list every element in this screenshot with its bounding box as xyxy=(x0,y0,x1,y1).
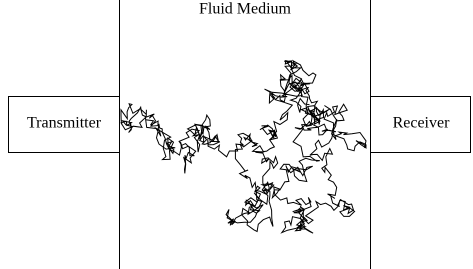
medium-title: Fluid Medium xyxy=(199,1,292,18)
page: {"title": "Fluid Medium", "nodes": [{"la… xyxy=(0,0,473,269)
transmitter-label: Transmitter xyxy=(27,115,102,132)
diagram: Fluid Medium Transmitter Receiver xyxy=(0,0,473,269)
receiver-label: Receiver xyxy=(393,115,451,132)
molecule-path xyxy=(121,61,366,234)
